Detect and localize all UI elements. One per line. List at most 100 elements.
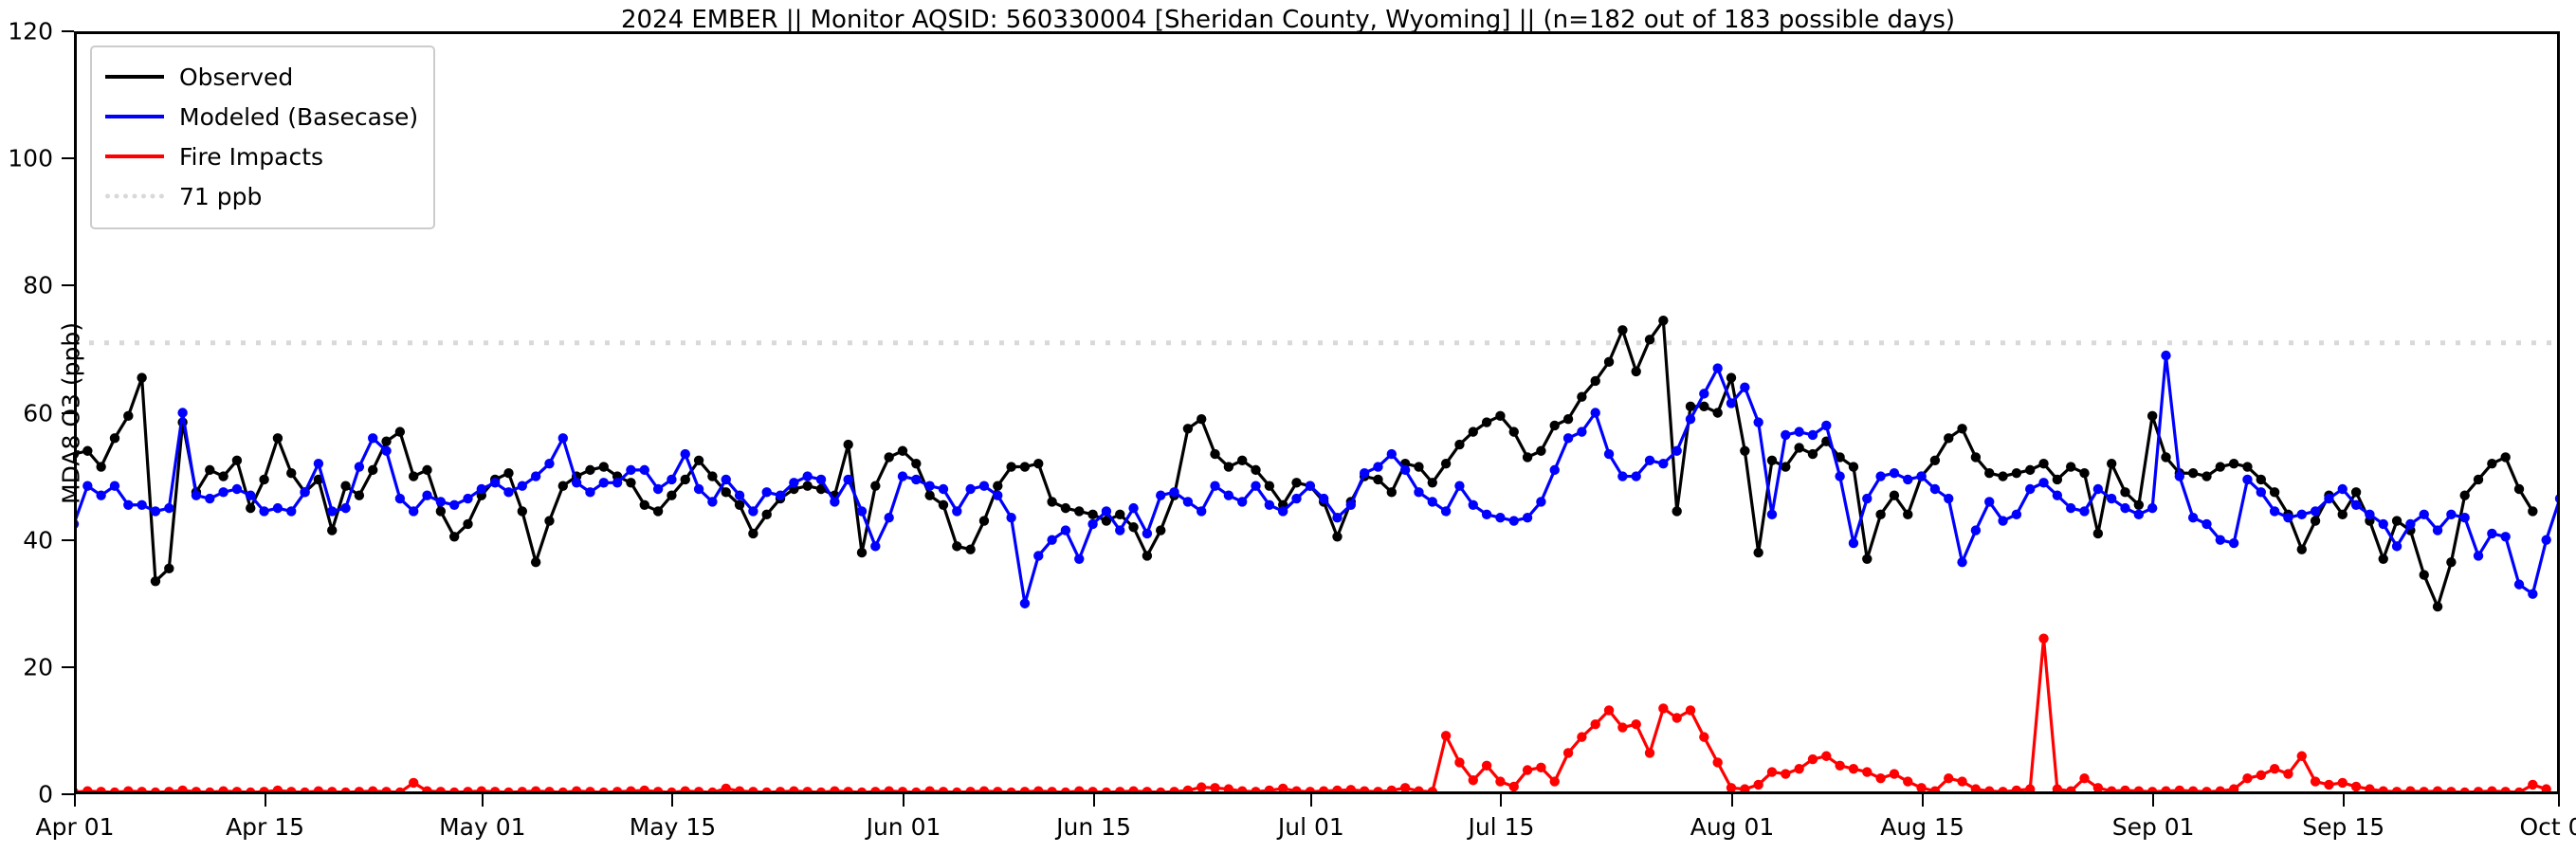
data-point (2038, 478, 2049, 488)
data-point (2187, 512, 2199, 523)
data-point (1944, 773, 1954, 784)
data-point (368, 464, 378, 476)
data-point (680, 474, 690, 485)
data-point (1197, 414, 1207, 425)
data-point (911, 458, 922, 469)
data-point (571, 478, 582, 488)
data-point (843, 439, 853, 450)
data-point (1115, 525, 1125, 535)
y-tick-label: 40 (23, 526, 53, 554)
data-point (1427, 478, 1437, 488)
data-point (1359, 468, 1370, 479)
data-point (884, 452, 894, 463)
data-point (924, 481, 935, 491)
data-point (856, 547, 868, 558)
data-point (1835, 471, 1845, 481)
data-point (2242, 474, 2253, 485)
data-point (1603, 705, 1615, 716)
legend-swatch-icon (105, 144, 164, 169)
data-point (137, 499, 147, 510)
legend-swatch-icon (105, 184, 164, 209)
data-point (1562, 414, 1574, 425)
data-point (2419, 509, 2429, 520)
axis-spine-left (74, 31, 77, 794)
data-point (1223, 490, 1234, 500)
data-point (1998, 516, 2008, 526)
data-point (1197, 506, 1207, 517)
data-point (409, 471, 419, 481)
data-point (259, 506, 269, 517)
data-point (1128, 502, 1139, 514)
data-point (2500, 532, 2511, 542)
legend-label: Observed (179, 63, 294, 91)
data-point (1210, 783, 1220, 793)
data-point (1481, 760, 1492, 771)
data-point (205, 464, 215, 476)
data-point (1033, 551, 1044, 561)
legend-item-observed[interactable]: Observed (105, 57, 418, 97)
data-point (1903, 509, 1913, 520)
data-point (1957, 776, 1967, 787)
x-tick-label: Jun 01 (866, 813, 941, 841)
data-point (109, 481, 120, 491)
data-point (1644, 748, 1655, 758)
data-point (1712, 363, 1723, 373)
data-point (843, 474, 853, 485)
x-tick-label: Apr 01 (35, 813, 115, 841)
series-group (74, 316, 2560, 794)
data-point (1386, 487, 1398, 498)
legend-item-71-ppb[interactable]: 71 ppb (105, 176, 418, 216)
data-point (2147, 410, 2158, 422)
data-point (1060, 525, 1071, 535)
data-point (2283, 512, 2293, 523)
data-point (1332, 532, 1343, 542)
data-point (1998, 471, 2008, 481)
data-point (517, 506, 528, 517)
data-point (463, 518, 473, 530)
data-point (1753, 547, 1763, 558)
data-point (789, 478, 799, 488)
data-point (1685, 705, 1696, 716)
x-tick-aug-01: Aug 01 (1690, 794, 1774, 841)
data-point (1522, 765, 1533, 775)
data-point (1468, 426, 1478, 437)
data-point (1414, 462, 1424, 472)
data-point (1603, 356, 1615, 368)
data-point (1726, 372, 1737, 383)
data-point (2092, 783, 2104, 793)
data-point (96, 462, 106, 472)
data-point (1549, 420, 1560, 431)
data-point (503, 468, 514, 479)
data-point (585, 464, 595, 476)
data-point (1807, 448, 1818, 460)
data-point (1835, 760, 1845, 771)
data-point (2459, 512, 2470, 523)
data-point (2350, 781, 2362, 792)
legend-item-modeled-basecase[interactable]: Modeled (Basecase) (105, 97, 418, 136)
data-point (2391, 516, 2402, 526)
data-point (557, 433, 568, 444)
data-point (137, 372, 147, 383)
data-point (1223, 462, 1234, 472)
x-tick-sep-01: Sep 01 (2112, 794, 2195, 841)
data-point (422, 490, 432, 500)
data-point (2228, 537, 2239, 549)
data-point (1182, 424, 1194, 434)
data-point (82, 481, 93, 491)
legend-item-fire-impacts[interactable]: Fire Impacts (105, 136, 418, 176)
data-point (815, 483, 827, 495)
data-point (639, 464, 649, 476)
data-point (1562, 748, 1574, 758)
data-point (2161, 350, 2171, 361)
data-point (1454, 757, 1465, 768)
data-point (1875, 773, 1886, 784)
data-point (1454, 481, 1465, 491)
data-point (938, 483, 949, 495)
data-point (1577, 391, 1587, 402)
data-point (1087, 509, 1098, 520)
data-point (1875, 509, 1886, 520)
data-point (965, 544, 976, 554)
data-point (1142, 551, 1153, 561)
data-point (1699, 401, 1709, 411)
data-point (1617, 722, 1628, 733)
